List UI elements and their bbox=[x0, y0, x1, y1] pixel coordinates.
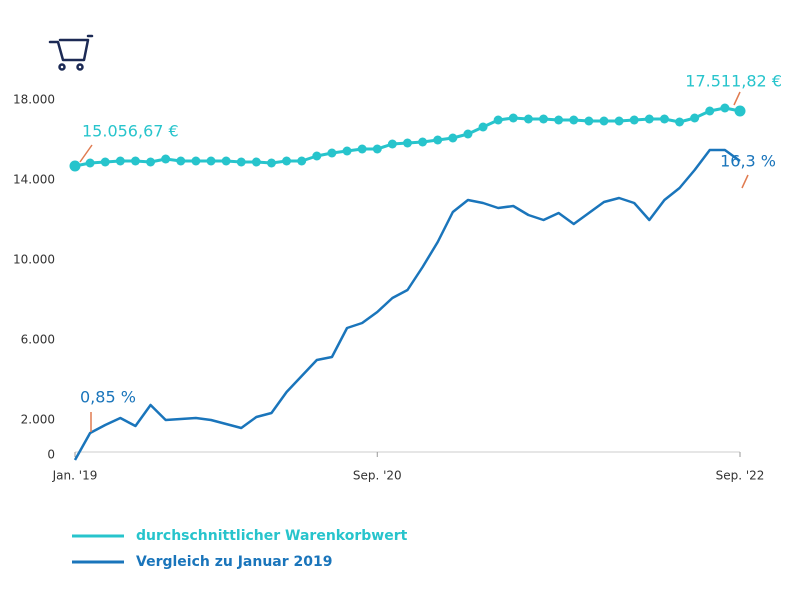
marker bbox=[508, 113, 518, 123]
annotation: 16,3 % bbox=[720, 152, 776, 171]
marker bbox=[433, 135, 443, 145]
marker bbox=[523, 114, 533, 124]
y-tick-label: 10.000 bbox=[13, 253, 55, 267]
marker bbox=[221, 156, 231, 166]
marker bbox=[69, 160, 81, 172]
x-tick-label: Jan. '19 bbox=[52, 469, 98, 483]
marker bbox=[206, 156, 216, 166]
x-tick-label: Sep. '22 bbox=[716, 469, 765, 483]
marker bbox=[675, 117, 685, 127]
y-tick-label: 2.000 bbox=[21, 413, 55, 427]
x-tick-label: Sep. '20 bbox=[353, 469, 402, 483]
series-line bbox=[73, 148, 741, 461]
marker bbox=[191, 156, 201, 166]
annotation-leader bbox=[741, 174, 749, 189]
marker bbox=[357, 144, 367, 154]
marker bbox=[266, 158, 276, 168]
marker bbox=[327, 148, 337, 158]
marker bbox=[614, 116, 624, 126]
marker bbox=[251, 157, 261, 167]
marker bbox=[584, 116, 594, 126]
marker bbox=[569, 115, 579, 125]
marker bbox=[342, 146, 352, 156]
marker bbox=[539, 114, 549, 124]
marker bbox=[85, 158, 95, 168]
marker bbox=[659, 114, 669, 124]
marker bbox=[463, 129, 473, 139]
marker bbox=[146, 157, 156, 167]
cart-icon bbox=[48, 34, 94, 71]
marker bbox=[297, 156, 307, 166]
legend-label: Vergleich zu Januar 2019 bbox=[136, 554, 333, 570]
marker bbox=[176, 156, 186, 166]
annotation-leader bbox=[733, 91, 741, 106]
annotation: 17.511,82 € bbox=[685, 72, 782, 91]
marker bbox=[644, 114, 654, 124]
marker bbox=[690, 113, 700, 123]
marker bbox=[100, 157, 110, 167]
annotation-leader bbox=[79, 144, 93, 163]
marker bbox=[418, 137, 428, 147]
annotation: 0,85 % bbox=[80, 388, 136, 407]
marker bbox=[403, 138, 412, 148]
marker bbox=[282, 156, 292, 166]
legend-label: durchschnittlicher Warenkorbwert bbox=[136, 528, 408, 544]
marker bbox=[312, 151, 322, 161]
y-tick-label: 0 bbox=[47, 448, 55, 462]
marker bbox=[236, 157, 246, 167]
marker bbox=[387, 139, 397, 149]
marker bbox=[161, 154, 171, 164]
marker bbox=[372, 144, 382, 154]
marker bbox=[493, 115, 503, 125]
marker bbox=[705, 106, 715, 116]
marker bbox=[734, 105, 746, 117]
marker bbox=[599, 116, 609, 126]
marker bbox=[130, 156, 140, 166]
marker bbox=[629, 115, 639, 125]
marker bbox=[478, 122, 488, 132]
annotation: 15.056,67 € bbox=[82, 122, 179, 141]
marker bbox=[554, 115, 564, 125]
y-tick-label: 18.000 bbox=[13, 93, 55, 107]
marker bbox=[720, 103, 730, 113]
marker bbox=[448, 133, 458, 143]
marker bbox=[115, 156, 125, 166]
y-tick-label: 6.000 bbox=[21, 333, 55, 347]
y-tick-label: 14.000 bbox=[13, 173, 55, 187]
